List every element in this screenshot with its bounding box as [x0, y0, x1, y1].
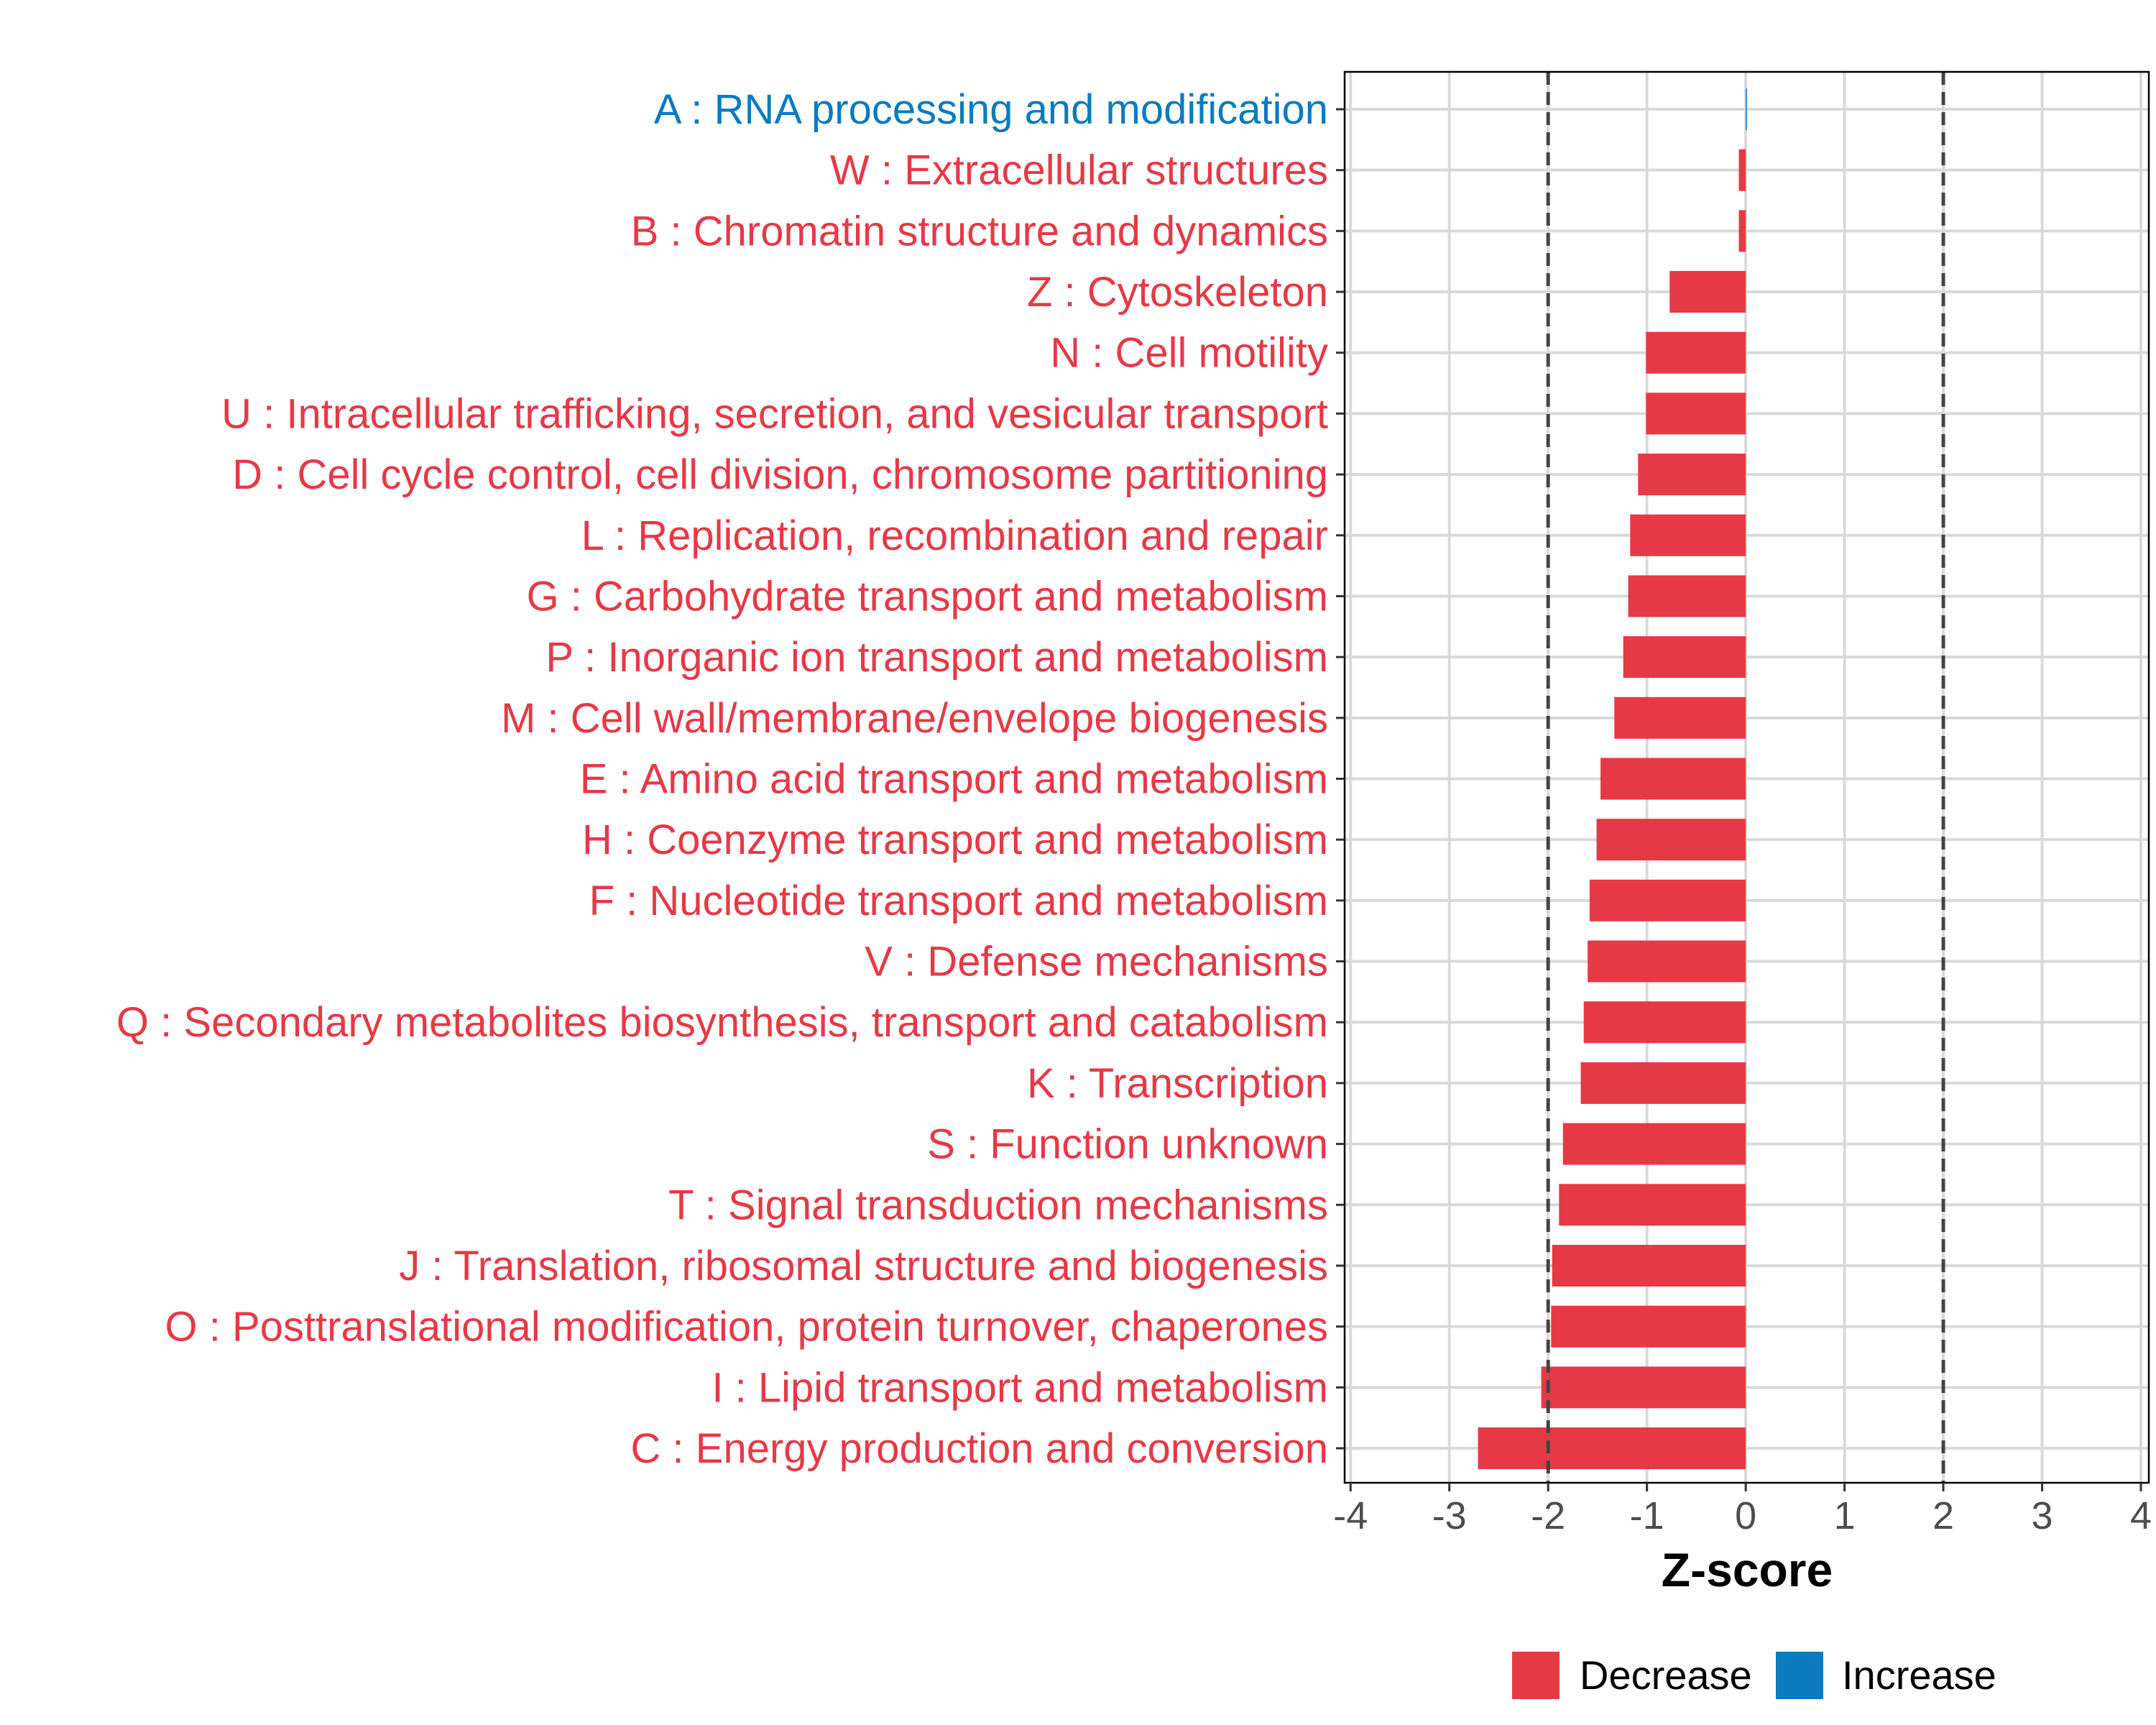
legend-label-decrease: Decrease	[1580, 1652, 1752, 1698]
bar	[1614, 696, 1746, 739]
category-label: D : Cell cycle control, cell division, c…	[232, 451, 1328, 498]
category-labels: A : RNA processing and modification W : E…	[116, 86, 1345, 1472]
category-label: T : Signal transduction mechanisms	[668, 1182, 1328, 1228]
category-label: C : Energy production and conversion	[631, 1425, 1328, 1472]
threshold-lines	[1546, 72, 1945, 1483]
bar	[1628, 575, 1746, 617]
category-label: I : Lipid transport and metabolism	[711, 1364, 1328, 1411]
grid	[1345, 72, 2149, 1483]
bar	[1669, 271, 1746, 313]
bar	[1559, 1184, 1746, 1226]
legend-key-increase	[1776, 1652, 1823, 1699]
category-label: M : Cell wall/membrane/envelope biogenes…	[501, 695, 1328, 742]
category-label: L : Replication, recombination and repai…	[581, 512, 1328, 559]
bar	[1541, 1366, 1746, 1409]
bar	[1562, 1123, 1746, 1165]
category-label: V : Defense mechanisms	[865, 939, 1328, 985]
x-tick-label: -1	[1630, 1494, 1664, 1537]
bar	[1738, 210, 1746, 252]
bar	[1738, 149, 1746, 191]
x-tick-label: -2	[1531, 1494, 1565, 1537]
category-label: N : Cell motility	[1050, 330, 1328, 377]
bar	[1580, 1062, 1746, 1104]
x-tick-label: -3	[1432, 1494, 1467, 1537]
category-label: A : RNA processing and modification	[654, 86, 1328, 133]
legend: Decrease Increase	[1512, 1652, 1996, 1699]
x-tick-label: 1	[1834, 1494, 1856, 1537]
x-axis-title: Z-score	[1662, 1543, 1833, 1596]
legend-key-decrease	[1512, 1652, 1560, 1699]
category-label: Z : Cytoskeleton	[1027, 269, 1328, 316]
bar	[1589, 879, 1746, 921]
category-label: W : Extracellular structures	[830, 147, 1328, 194]
category-label: B : Chromatin structure and dynamics	[631, 208, 1328, 254]
bar	[1630, 514, 1746, 556]
category-label: F : Nucleotide transport and metabolism	[589, 878, 1328, 924]
x-tick-label: 2	[1932, 1494, 1954, 1537]
bar	[1552, 1244, 1746, 1287]
bar	[1600, 758, 1746, 800]
bars	[1478, 88, 1747, 1469]
bar	[1646, 392, 1746, 435]
x-tick-label: 0	[1735, 1494, 1756, 1537]
x-tick-label: 3	[2032, 1494, 2053, 1537]
bar	[1588, 940, 1746, 983]
category-label: P : Inorganic ion transport and metaboli…	[545, 634, 1328, 681]
category-label: J : Translation, ribosomal structure and…	[399, 1243, 1328, 1289]
x-axis-ticks: -4 -3 -2 -1 0 1 2 3 4	[1333, 1483, 2152, 1537]
x-tick-label: 4	[2130, 1494, 2152, 1537]
bar	[1583, 1001, 1746, 1044]
category-label: E : Amino acid transport and metabolism	[580, 756, 1328, 803]
category-label: Q : Secondary metabolites biosynthesis, …	[116, 999, 1328, 1046]
category-label: O : Posttranslational modification, prot…	[165, 1304, 1328, 1351]
bar	[1551, 1305, 1746, 1348]
bar	[1623, 636, 1746, 678]
bar	[1478, 1427, 1746, 1469]
bar	[1646, 331, 1746, 374]
category-label: K : Transcription	[1027, 1060, 1328, 1107]
category-label: H : Coenzyme transport and metabolism	[582, 816, 1328, 863]
legend-label-increase: Increase	[1842, 1652, 1996, 1698]
category-label: U : Intracellular trafficking, secretion…	[221, 390, 1328, 437]
category-label: G : Carbohydrate transport and metabolis…	[527, 573, 1328, 620]
bar	[1596, 819, 1746, 861]
category-label: S : Function unknown	[927, 1121, 1328, 1168]
bar	[1746, 88, 1747, 130]
bar	[1638, 454, 1746, 496]
x-tick-label: -4	[1333, 1494, 1368, 1537]
